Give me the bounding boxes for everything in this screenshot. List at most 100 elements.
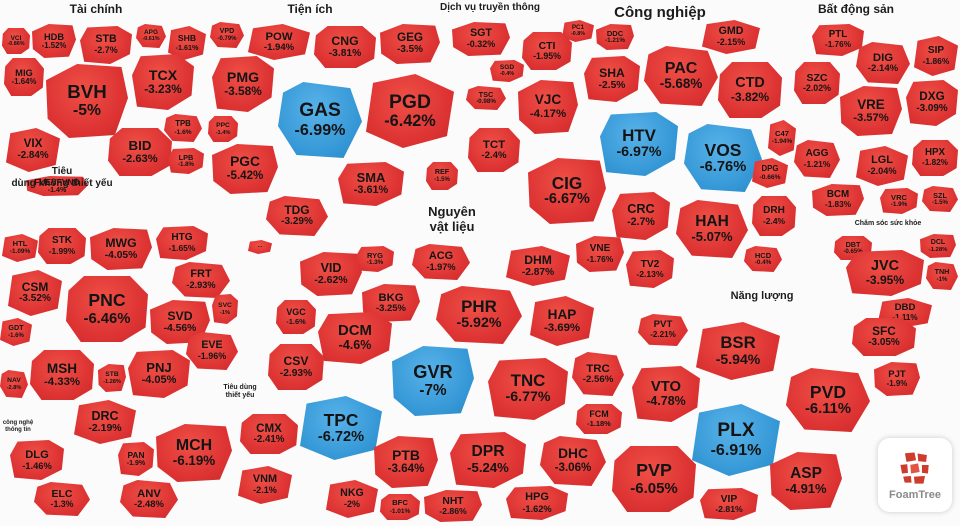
cell-GDT[interactable]: GDT -1.6%: [0, 318, 32, 346]
cell-DIG[interactable]: DIG -2.14%: [856, 42, 910, 84]
cell-GEG[interactable]: GEG -3.5%: [380, 24, 440, 64]
cell-SZC[interactable]: SZC -2.02%: [794, 62, 840, 104]
cell-PGD[interactable]: PGD -6.42%: [366, 74, 454, 148]
cell-GAS[interactable]: GAS -6.99%: [278, 82, 362, 158]
cell-PLX[interactable]: PLX -6.91%: [692, 404, 780, 476]
cell-BID[interactable]: BID -2.63%: [108, 128, 172, 176]
cell-BCM[interactable]: BCM -1.83%: [812, 184, 864, 216]
cell-HCD[interactable]: HCD -0.4%: [744, 246, 782, 272]
cell-CIG[interactable]: CIG -6.67%: [528, 158, 606, 224]
cell-DRC[interactable]: DRC -2.19%: [74, 400, 136, 444]
cell-TNH[interactable]: TNH -1%: [926, 262, 958, 290]
cell-ANV[interactable]: ANV -2.48%: [120, 480, 178, 518]
cell-GVR[interactable]: GVR -7%: [392, 346, 474, 416]
cell-PJT[interactable]: PJT -1.9%: [874, 362, 920, 396]
cell-POW[interactable]: POW -1.94%: [248, 24, 310, 60]
cell-TNC[interactable]: TNC -6.77%: [488, 358, 568, 420]
cell-FRT[interactable]: FRT -2.93%: [172, 262, 230, 298]
cell-MCH[interactable]: MCH -6.19%: [156, 424, 232, 482]
cell-FCM[interactable]: FCM -1.18%: [576, 404, 622, 434]
foamtree-attribution[interactable]: FoamTree: [878, 438, 952, 512]
cell-HAH[interactable]: HAH -5.07%: [676, 200, 748, 258]
cell-CTI[interactable]: CTI -1.95%: [522, 32, 572, 70]
cell-PPC[interactable]: PPC -1.4%: [208, 116, 238, 142]
cell-TRC[interactable]: TRC -2.56%: [572, 352, 624, 396]
cell-BKG[interactable]: BKG -3.25%: [362, 284, 420, 322]
cell-HTG[interactable]: HTG -1.65%: [156, 226, 208, 260]
cell-CTD[interactable]: CTD -3.82%: [718, 62, 782, 118]
cell-MWG[interactable]: MWG -4.05%: [90, 228, 152, 270]
cell-DRH[interactable]: DRH -2.4%: [752, 196, 796, 236]
cell-VNM[interactable]: VNM -2.1%: [238, 466, 292, 504]
cell-BFC[interactable]: BFC -1.01%: [380, 494, 420, 520]
cell-PVD[interactable]: PVD -6.11%: [786, 368, 870, 432]
cell-HDB[interactable]: HDB -1.52%: [32, 24, 76, 58]
cell-PVT[interactable]: PVT -2.21%: [638, 314, 688, 346]
cell-PNC[interactable]: PNC -6.46%: [66, 276, 148, 342]
cell-VIP[interactable]: VIP -2.81%: [700, 488, 758, 520]
cell-LGL[interactable]: LGL -2.04%: [856, 146, 908, 186]
cell-PAC[interactable]: PAC -5.68%: [644, 46, 718, 106]
cell-PC1[interactable]: PC1 -0.8%: [562, 20, 594, 42]
cell-VJC[interactable]: VJC -4.17%: [518, 80, 578, 134]
cell-DLG[interactable]: DLG -1.46%: [10, 440, 64, 480]
cell-LPB[interactable]: LPB -1.8%: [168, 148, 204, 174]
cell-JVC[interactable]: JVC -3.95%: [846, 250, 924, 296]
cell-VIX[interactable]: VIX -2.84%: [6, 128, 60, 172]
cell-PAN[interactable]: PAN -1.9%: [118, 442, 154, 476]
cell-BSR[interactable]: BSR -5.94%: [696, 322, 780, 380]
cell-SGD[interactable]: SGD -0.4%: [490, 60, 524, 82]
cell-PGC[interactable]: PGC -5.42%: [212, 144, 278, 194]
cell-MSH[interactable]: MSH -4.33%: [30, 350, 94, 400]
cell-TPC[interactable]: TPC -6.72%: [300, 396, 382, 460]
cell-VID[interactable]: VID -2.62%: [300, 252, 362, 296]
cell-BVH[interactable]: BVH -5%: [46, 64, 128, 138]
cell-SHA[interactable]: SHA -2.5%: [584, 56, 640, 102]
cell-SGT[interactable]: SGT -0.32%: [452, 22, 510, 56]
cell-PMG[interactable]: PMG -3.58%: [212, 56, 274, 112]
cell-STB[interactable]: STB -2.7%: [80, 26, 132, 64]
cell-VCI[interactable]: VCI -0.86%: [2, 28, 30, 54]
cell-DPG[interactable]: DPG -0.66%: [752, 158, 788, 188]
cell-VGC[interactable]: VGC -1.6%: [276, 300, 316, 334]
cell-RYG[interactable]: RYG -1.3%: [356, 246, 394, 272]
cell-C47[interactable]: C47 -1.94%: [768, 120, 796, 156]
cell-SVC[interactable]: SVC -1%: [212, 294, 238, 324]
cell-PVP[interactable]: PVP -6.05%: [612, 446, 696, 512]
cell-FUEVFVND[interactable]: FUEVFVND -1.4%: [26, 176, 88, 196]
cell-VRC[interactable]: VRC -1.9%: [880, 188, 918, 214]
cell-HTV[interactable]: HTV -6.97%: [600, 112, 678, 176]
cell-DDC[interactable]: DDC -1.21%: [596, 24, 634, 50]
cell-CMX[interactable]: CMX -2.41%: [240, 414, 298, 454]
cell-MIG[interactable]: MIG -1.64%: [4, 58, 44, 96]
cell-GMD[interactable]: GMD -2.15%: [702, 20, 760, 54]
cell-STK[interactable]: STK -1.99%: [38, 228, 86, 264]
cell-TCT[interactable]: TCT -2.4%: [468, 128, 520, 172]
cell-CSV[interactable]: CSV -2.93%: [268, 344, 324, 390]
cell-ELC[interactable]: ELC -1.3%: [34, 482, 90, 516]
cell-DCL[interactable]: DCL -1.28%: [920, 234, 956, 258]
cell-AGG[interactable]: AGG -1.21%: [794, 140, 840, 178]
cell-SFC[interactable]: SFC -3.05%: [852, 318, 916, 356]
cell-VTO[interactable]: VTO -4.78%: [632, 366, 700, 422]
cell-EVE[interactable]: EVE -1.96%: [186, 332, 238, 370]
cell-TV2[interactable]: TV2 -2.13%: [626, 250, 674, 288]
cell-REF[interactable]: REF -1.5%: [426, 162, 458, 190]
cell-SIP[interactable]: SIP -1.86%: [914, 36, 958, 76]
cell-NAV[interactable]: NAV -2.8%: [0, 370, 28, 398]
cell-CRC[interactable]: CRC -2.7%: [612, 192, 670, 240]
cell-VOS[interactable]: VOS -6.76%: [684, 124, 762, 192]
cell-HPX[interactable]: HPX -1.82%: [912, 140, 958, 176]
cell-NKG[interactable]: NKG -2%: [326, 480, 378, 518]
cell-DHM[interactable]: DHM -2.87%: [506, 246, 570, 286]
cell-SZL[interactable]: SZL -1.5%: [922, 186, 958, 212]
cell-APG[interactable]: APG -0.61%: [136, 24, 166, 48]
cell-DXG[interactable]: DXG -3.09%: [906, 80, 958, 126]
cell-VPD[interactable]: VPD -0.79%: [210, 22, 244, 48]
cell-TDG[interactable]: TDG -3.29%: [266, 196, 328, 236]
cell-TSC[interactable]: TSC -0.98%: [466, 86, 506, 110]
cell-VRE[interactable]: VRE -3.57%: [840, 86, 902, 136]
cell-SMA[interactable]: SMA -3.61%: [338, 162, 404, 206]
cell-PHR[interactable]: PHR -5.92%: [436, 286, 522, 344]
cell-DHC[interactable]: DHC -3.06%: [540, 436, 606, 486]
